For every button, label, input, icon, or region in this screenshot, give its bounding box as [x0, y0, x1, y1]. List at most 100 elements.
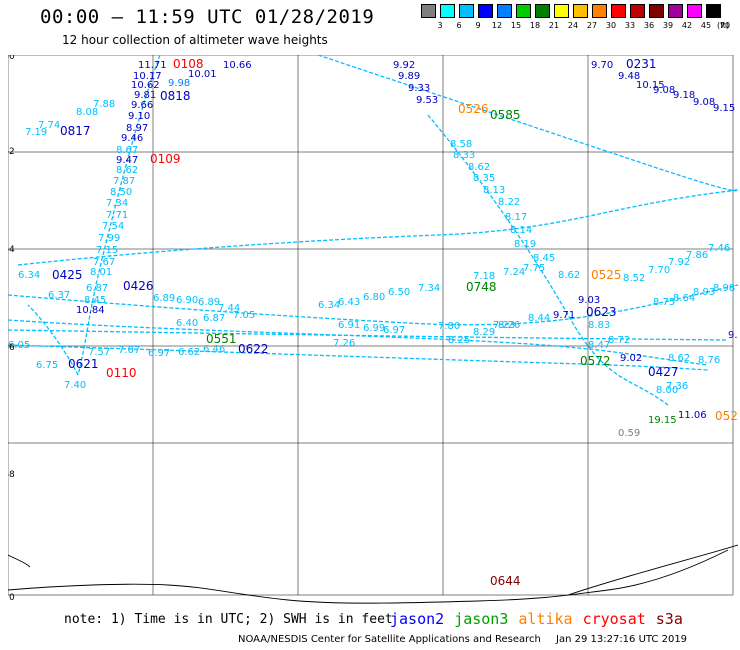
- coastline-east: [567, 544, 738, 596]
- track-value: 8.47: [588, 340, 610, 351]
- altimeter-track-cross-track-3: [427, 114, 669, 406]
- track-value: 8.50: [110, 187, 132, 198]
- track-value: 0108: [173, 57, 204, 71]
- track-value-labels: 11.71 0108 10.66 10.17 10.01 10.62 9.98 9.81 081…: [8, 57, 738, 588]
- track-value: 6.97: [148, 348, 170, 359]
- track-value: 0231: [626, 57, 657, 71]
- track-value: 0748: [466, 280, 497, 294]
- track-value: 8.08: [76, 107, 98, 118]
- scale-label: 36: [643, 21, 655, 30]
- altimeter-track-cross-track-1: [8, 319, 709, 366]
- track-value: 9.89: [398, 71, 420, 82]
- track-value: 8.14: [510, 225, 532, 236]
- track-value: 7.36: [666, 381, 688, 392]
- track-value: 10.66: [223, 60, 252, 71]
- track-value: 0427: [648, 365, 679, 379]
- scale-label: 15: [510, 21, 522, 30]
- scale-swatch: [630, 4, 645, 18]
- satellite-legend: jason2 jason3 altika cryosat s3a: [390, 610, 693, 628]
- track-value: 7.75: [523, 263, 545, 274]
- track-value: 8.98: [713, 283, 735, 294]
- track-value: 6.87: [86, 283, 108, 294]
- track-value: 8.00: [656, 385, 678, 396]
- track-value: 10.62: [131, 80, 160, 91]
- scale-swatch: [440, 4, 455, 18]
- track-value: 0621: [68, 357, 99, 371]
- track-value: 9.0: [728, 330, 738, 341]
- track-value: 6.50: [388, 287, 410, 298]
- scale-swatch: [478, 4, 493, 18]
- track-value: 8.67: [116, 145, 138, 156]
- scale-label: 9: [475, 21, 481, 30]
- track-value: 7.54: [102, 221, 124, 232]
- scale-swatch: [592, 4, 607, 18]
- coastline-main: [8, 549, 729, 604]
- latitude-label: -70: [8, 593, 15, 603]
- track-value: 0623: [586, 305, 617, 319]
- track-value: 6.87: [203, 313, 225, 324]
- altimeter-track-cross-track-2: [8, 344, 709, 371]
- map-subtitle: 12 hour collection of altimeter wave hei…: [62, 33, 328, 47]
- altimeter-track-altika-west: [8, 284, 738, 326]
- legend-s3a: s3a: [655, 610, 683, 628]
- track-value: 8.62: [558, 270, 580, 281]
- altimeter-tracks: [8, 55, 738, 406]
- track-value: 10.17: [133, 71, 162, 82]
- scale-unit: (ft): [717, 21, 730, 30]
- track-value: 10.84: [76, 305, 105, 316]
- track-value: 8.22: [498, 197, 520, 208]
- scale-swatch: [706, 4, 721, 18]
- track-value: 7.05: [233, 310, 255, 321]
- altimeter-track-cross-track-4: [27, 304, 79, 376]
- track-value: 10.15: [636, 80, 665, 91]
- scale-swatch: [649, 4, 664, 18]
- track-value: 7.92: [668, 257, 690, 268]
- track-value: 0.59: [618, 428, 640, 439]
- track-value: 19.15: [648, 415, 677, 426]
- latitude-label: -64: [8, 245, 15, 255]
- scale-label: 27: [586, 21, 598, 30]
- track-value: 7.26: [333, 338, 355, 349]
- track-value: 7.40: [64, 380, 86, 391]
- track-value: 8.35: [473, 173, 495, 184]
- generation-date: Jan 29 13:27:16 UTC 2019: [556, 634, 688, 645]
- scale-label: 42: [681, 21, 693, 30]
- track-value: 7.74: [38, 120, 60, 131]
- track-value: 6.99: [363, 323, 385, 334]
- scale-label: 18: [529, 21, 541, 30]
- track-value: 0426: [123, 279, 154, 293]
- scale-swatch: [459, 4, 474, 18]
- track-value: 11.71: [138, 60, 167, 71]
- track-value: 8.62: [668, 353, 690, 364]
- legend-altika: altika: [518, 610, 573, 628]
- track-value: 6.62: [178, 347, 200, 358]
- track-value: 8.17: [505, 212, 527, 223]
- track-value: 6.40: [176, 318, 198, 329]
- track-value: 6.34: [318, 300, 340, 311]
- track-value: 8.29: [473, 327, 495, 338]
- track-value: 7.99: [98, 233, 120, 244]
- track-value: 0644: [490, 574, 521, 588]
- track-value: 7.71: [106, 210, 128, 221]
- scale-label: 21: [548, 21, 560, 30]
- track-value: 6.89: [198, 297, 220, 308]
- scale-swatch: [611, 4, 626, 18]
- track-value: 6.46: [203, 344, 225, 355]
- track-value: 7.87: [113, 176, 135, 187]
- track-value: 8.76: [698, 355, 720, 366]
- track-value: 9.92: [393, 60, 415, 71]
- track-value: 9.53: [416, 95, 438, 106]
- track-value: 9.71: [553, 310, 575, 321]
- track-value: 7.46: [708, 243, 730, 254]
- scale-label: 45: [700, 21, 712, 30]
- track-value: 7.70: [648, 265, 670, 276]
- track-value: 7.34: [106, 198, 128, 209]
- track-value: 7.67: [93, 257, 115, 268]
- track-value: 0525: [591, 268, 622, 282]
- track-value: 6.80: [363, 292, 385, 303]
- track-value: 10.01: [188, 69, 217, 80]
- latitude-label: -66: [8, 343, 15, 353]
- coastline-west: [8, 554, 31, 568]
- track-value: 7.57: [88, 347, 110, 358]
- track-value: 8.64: [673, 293, 695, 304]
